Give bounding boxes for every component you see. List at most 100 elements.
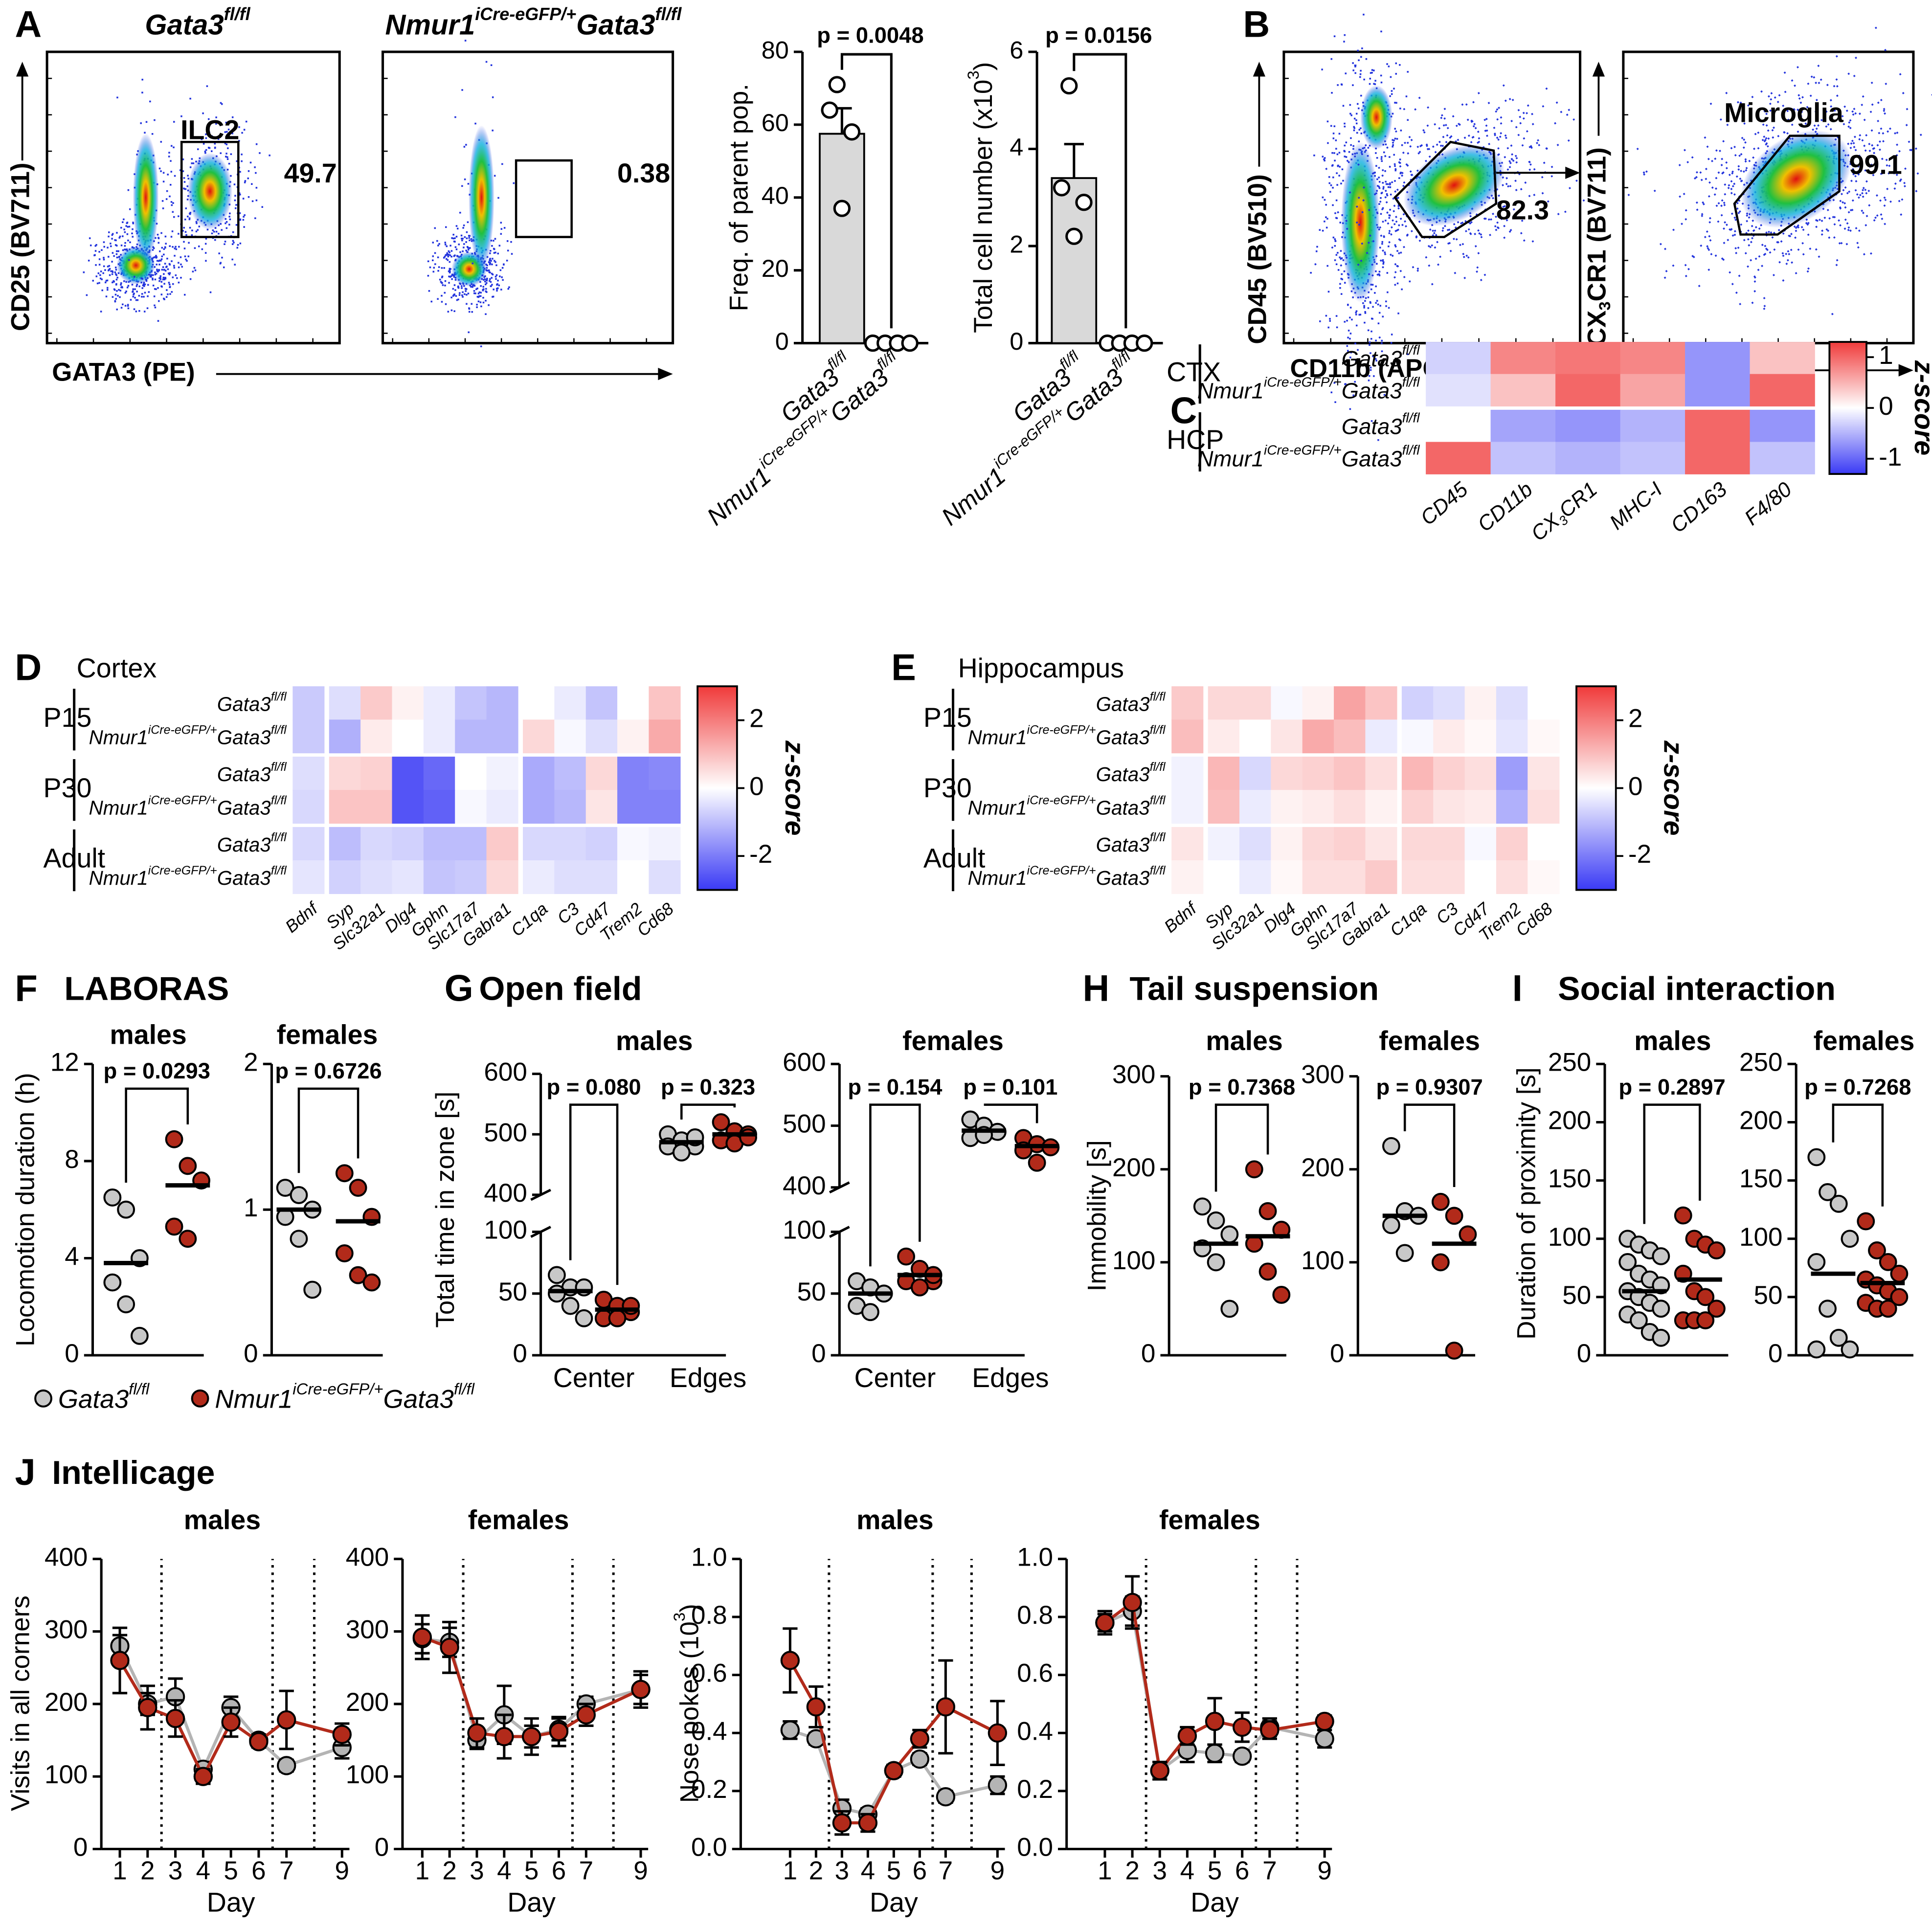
event <box>1873 219 1876 222</box>
event <box>1820 233 1823 236</box>
event <box>155 272 157 275</box>
panel-letter: C <box>1170 390 1197 431</box>
event <box>1390 233 1393 236</box>
event <box>1416 267 1419 270</box>
text-part: Gata3 <box>1059 363 1128 428</box>
event <box>1385 305 1387 307</box>
event <box>1446 127 1449 130</box>
event <box>1352 394 1354 397</box>
event <box>1403 246 1405 248</box>
data-point <box>412 1627 432 1647</box>
event <box>1371 284 1374 286</box>
event <box>1861 103 1864 106</box>
event <box>1862 195 1865 198</box>
heatmap-cell <box>585 719 618 754</box>
event <box>443 267 446 269</box>
colorbar-tick-label: 1 <box>1879 341 1893 370</box>
event <box>1477 252 1480 255</box>
event <box>1744 252 1747 255</box>
event <box>1467 135 1470 137</box>
event <box>1442 135 1445 138</box>
heatmap-cell <box>1620 442 1685 474</box>
event <box>1357 349 1359 351</box>
event <box>1384 196 1387 199</box>
event <box>1335 315 1338 317</box>
event <box>189 226 191 229</box>
event <box>1388 66 1390 67</box>
event <box>114 271 116 273</box>
event <box>485 290 487 292</box>
event <box>1541 192 1544 195</box>
event <box>98 264 101 266</box>
event <box>1377 439 1379 441</box>
event <box>1843 202 1846 205</box>
event <box>1809 107 1812 110</box>
event <box>1455 238 1458 241</box>
event <box>1730 147 1733 150</box>
arrow-head <box>1592 62 1605 77</box>
data-point <box>1205 1744 1225 1763</box>
event <box>1835 55 1838 58</box>
event <box>115 269 117 271</box>
event <box>1502 84 1505 87</box>
column-label: C1qa <box>508 899 552 940</box>
event <box>494 261 496 263</box>
heatmap-cell <box>486 790 518 824</box>
data-point <box>843 123 861 141</box>
event <box>473 292 475 294</box>
event <box>175 248 178 250</box>
event <box>1389 214 1391 217</box>
event <box>1497 147 1500 150</box>
event <box>1386 211 1389 214</box>
x-tick-label: 4 <box>861 1856 875 1885</box>
event <box>1483 118 1486 121</box>
event <box>1326 265 1328 267</box>
y-tick-label: 100 <box>1301 1246 1344 1275</box>
p-value: p = 0.6726 <box>275 1058 382 1083</box>
event <box>473 290 475 292</box>
data-point <box>1075 194 1093 211</box>
event <box>1350 144 1352 146</box>
row-label: Gata3fl/fl <box>217 690 287 715</box>
event <box>1731 185 1734 188</box>
event <box>1790 248 1793 251</box>
event <box>1735 291 1738 294</box>
event <box>1529 163 1532 166</box>
event <box>183 247 186 249</box>
event <box>1527 104 1529 107</box>
event <box>1778 261 1781 264</box>
data-point <box>547 1266 566 1284</box>
heatmap-cell <box>1208 827 1240 861</box>
event <box>94 250 97 252</box>
event <box>156 260 158 262</box>
event <box>1835 264 1838 267</box>
data-point <box>828 76 846 93</box>
heatmap-cell <box>1555 374 1621 407</box>
event <box>165 243 167 245</box>
event <box>1378 274 1381 276</box>
event <box>1672 264 1675 267</box>
event <box>153 256 155 259</box>
event <box>1371 263 1374 266</box>
data-point <box>1395 1244 1414 1262</box>
text-part: Nmur1 <box>701 462 776 531</box>
text-part: fl/fl <box>1150 760 1166 774</box>
heatmap-cell <box>1401 827 1434 861</box>
data-point <box>821 101 838 119</box>
event <box>154 273 157 276</box>
data-point <box>103 1273 122 1292</box>
event <box>1324 199 1326 201</box>
event <box>1861 139 1864 142</box>
heatmap-cell <box>617 719 650 754</box>
event <box>1469 232 1472 235</box>
event <box>1332 204 1334 206</box>
data-point <box>1652 1328 1670 1347</box>
text-part: 3 <box>1595 301 1614 310</box>
event <box>467 221 469 224</box>
event <box>219 136 221 138</box>
event <box>1381 160 1383 162</box>
event <box>1817 124 1820 127</box>
event <box>1567 139 1570 142</box>
event <box>1530 146 1533 149</box>
event <box>1882 132 1885 135</box>
